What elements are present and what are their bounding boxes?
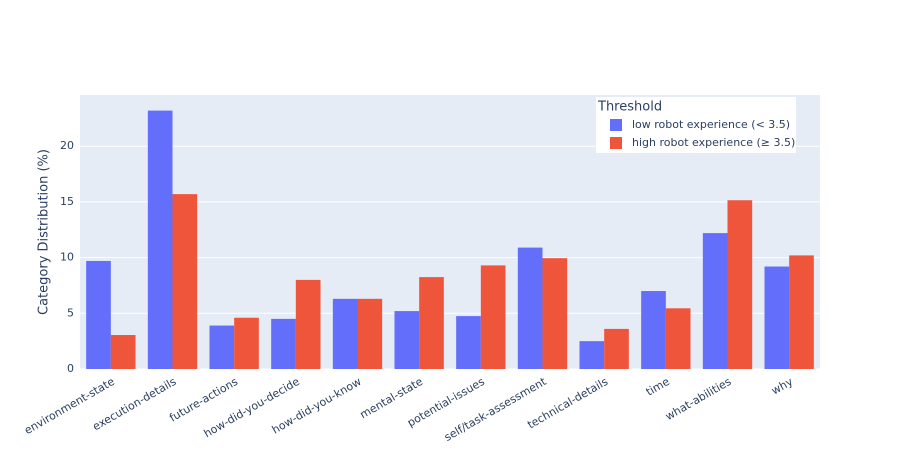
y-axis-title: Category Distribution (%) <box>37 149 52 315</box>
bar <box>542 258 568 369</box>
x-tick-label: time <box>644 375 672 399</box>
y-tick-label: 5 <box>67 306 74 319</box>
bar <box>110 335 136 369</box>
bar <box>394 311 420 369</box>
bar <box>480 265 506 369</box>
bar <box>271 318 296 369</box>
bar <box>419 277 444 369</box>
bar <box>641 291 666 369</box>
x-tick-label: what-abilities <box>663 375 734 423</box>
y-tick-label: 10 <box>60 251 74 264</box>
y-tick-label: 15 <box>60 195 74 208</box>
bar <box>295 279 321 369</box>
legend-label: high robot experience (≥ 3.5) <box>632 136 795 149</box>
x-tick-label: why <box>769 375 795 398</box>
bar <box>209 325 235 369</box>
bar <box>764 266 790 369</box>
bar <box>172 194 198 369</box>
bar <box>789 255 814 369</box>
bar <box>702 233 728 369</box>
bar <box>579 341 605 369</box>
bar <box>604 328 629 369</box>
y-tick-label: 20 <box>60 139 74 152</box>
bar <box>517 247 543 369</box>
bar <box>234 317 259 369</box>
bar <box>456 316 481 369</box>
legend-swatch <box>610 137 622 149</box>
bar <box>332 298 358 369</box>
bar <box>147 110 173 369</box>
legend-title: Threshold <box>597 100 662 115</box>
bar <box>665 308 691 369</box>
bar <box>86 260 111 369</box>
y-tick-label: 0 <box>67 362 74 375</box>
bar <box>727 200 753 369</box>
legend-swatch <box>610 119 622 131</box>
x-tick-label: self/task-assessment <box>442 375 549 444</box>
legend-label: low robot experience (< 3.5) <box>632 118 790 131</box>
legend-box <box>596 97 796 153</box>
bar <box>357 298 383 369</box>
